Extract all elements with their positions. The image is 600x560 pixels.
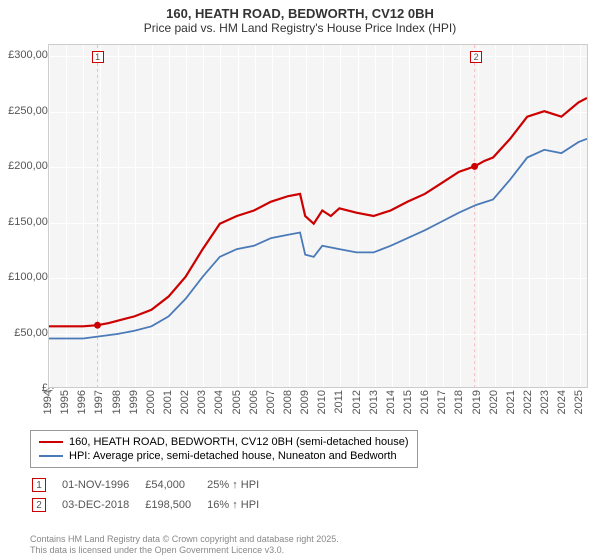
x-tick-label: 2005 — [231, 390, 243, 414]
x-tick-label: 2021 — [505, 390, 517, 414]
legend-row-hpi: HPI: Average price, semi-detached house,… — [39, 449, 409, 463]
x-tick-label: 2006 — [248, 390, 260, 414]
x-tick-label: 2023 — [539, 390, 551, 414]
legend: 160, HEATH ROAD, BEDWORTH, CV12 0BH (sem… — [30, 430, 418, 468]
x-tick-label: 1996 — [76, 390, 88, 414]
sale-date: 01-NOV-1996 — [62, 476, 143, 494]
x-tick-label: 2007 — [265, 390, 277, 414]
legend-row-price: 160, HEATH ROAD, BEDWORTH, CV12 0BH (sem… — [39, 435, 409, 449]
copyright-line2: This data is licensed under the Open Gov… — [30, 545, 339, 556]
x-tick-label: 2009 — [299, 390, 311, 414]
x-tick-label: 2019 — [471, 390, 483, 414]
chart-plot-area: 12 — [48, 44, 588, 388]
sale-marker-2: 2 — [470, 51, 482, 63]
x-tick-label: 2024 — [556, 390, 568, 414]
legend-label-hpi: HPI: Average price, semi-detached house,… — [69, 450, 397, 462]
x-tick-label: 1999 — [128, 390, 140, 414]
sale-delta: 16% ↑ HPI — [207, 496, 273, 514]
copyright: Contains HM Land Registry data © Crown c… — [30, 534, 339, 556]
x-tick-label: 1995 — [59, 390, 71, 414]
sale-marker-1: 1 — [92, 51, 104, 63]
legend-swatch-price — [39, 441, 63, 444]
x-tick-label: 2022 — [522, 390, 534, 414]
x-tick-label: 2010 — [316, 390, 328, 414]
sale-row: 203-DEC-2018£198,50016% ↑ HPI — [32, 496, 273, 514]
chart-title-line2: Price paid vs. HM Land Registry's House … — [0, 21, 600, 39]
x-tick-label: 2001 — [162, 390, 174, 414]
x-tick-label: 2003 — [196, 390, 208, 414]
x-tick-label: 2020 — [488, 390, 500, 414]
x-tick-label: 2017 — [436, 390, 448, 414]
x-tick-label: 1998 — [111, 390, 123, 414]
sale-delta: 25% ↑ HPI — [207, 476, 273, 494]
x-tick-label: 2025 — [573, 390, 585, 414]
sale-row: 101-NOV-1996£54,00025% ↑ HPI — [32, 476, 273, 494]
x-tick-label: 2014 — [385, 390, 397, 414]
legend-label-price: 160, HEATH ROAD, BEDWORTH, CV12 0BH (sem… — [69, 436, 409, 448]
x-tick-label: 1994 — [42, 390, 54, 414]
x-tick-label: 2000 — [145, 390, 157, 414]
chart-title-line1: 160, HEATH ROAD, BEDWORTH, CV12 0BH — [0, 0, 600, 21]
x-tick-label: 2002 — [179, 390, 191, 414]
series-price_paid — [49, 98, 587, 326]
x-tick-label: 2018 — [453, 390, 465, 414]
series-hpi — [49, 139, 587, 339]
x-tick-label: 2012 — [351, 390, 363, 414]
legend-swatch-hpi — [39, 455, 63, 457]
x-tick-label: 2016 — [419, 390, 431, 414]
x-tick-label: 2015 — [402, 390, 414, 414]
x-tick-label: 2008 — [282, 390, 294, 414]
sale-price: £198,500 — [145, 496, 205, 514]
x-tick-label: 2011 — [333, 390, 345, 414]
copyright-line1: Contains HM Land Registry data © Crown c… — [30, 534, 339, 545]
x-tick-label: 2004 — [213, 390, 225, 414]
x-tick-label: 1997 — [93, 390, 105, 414]
sale-price: £54,000 — [145, 476, 205, 494]
chart-svg — [49, 45, 587, 387]
x-tick-label: 2013 — [368, 390, 380, 414]
sale-date: 03-DEC-2018 — [62, 496, 143, 514]
sales-table: 101-NOV-1996£54,00025% ↑ HPI 203-DEC-2018… — [30, 474, 275, 516]
